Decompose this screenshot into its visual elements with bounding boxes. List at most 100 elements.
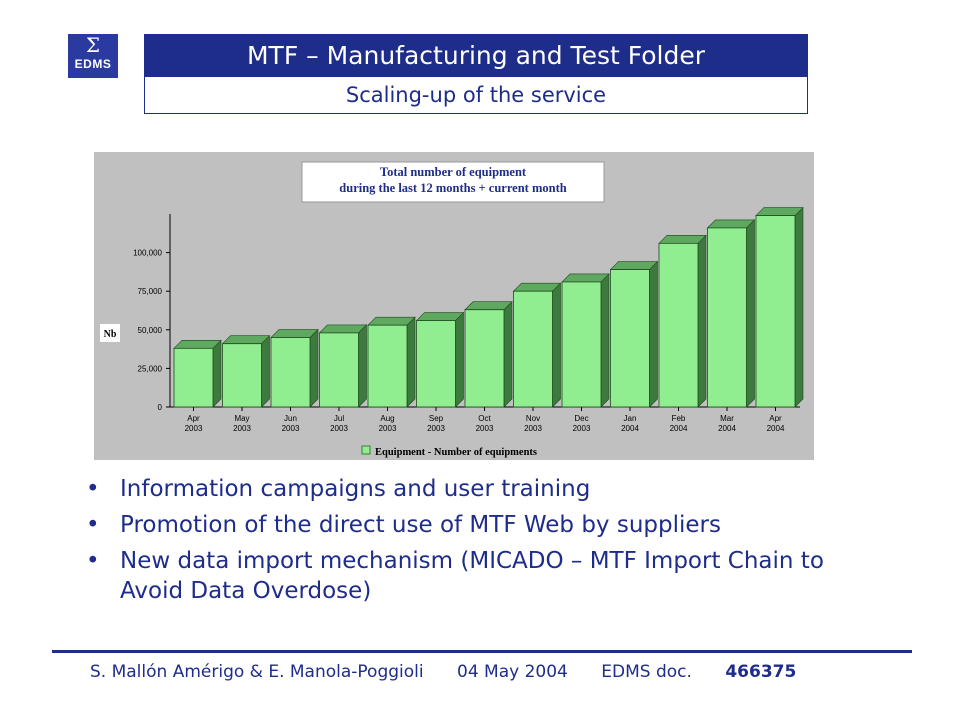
- footer-doc: EDMS doc. 466375: [601, 662, 796, 682]
- bar-top: [221, 335, 271, 344]
- x-tick-label: Jan: [624, 414, 637, 423]
- x-tick-label: 2003: [524, 424, 542, 433]
- bar: [270, 337, 311, 408]
- bar: [367, 324, 408, 408]
- bar-side: [746, 219, 755, 408]
- bullet-item: • Information campaigns and user training: [84, 474, 874, 504]
- x-tick-label: Sep: [429, 414, 444, 423]
- bar: [658, 242, 699, 408]
- bullet-item: • Promotion of the direct use of MTF Web …: [84, 510, 874, 540]
- bar-side: [406, 316, 416, 408]
- bar-top: [609, 261, 659, 270]
- slide-subtitle: Scaling-up of the service: [345, 83, 607, 107]
- bar-top: [415, 312, 465, 321]
- x-tick-label: Oct: [478, 414, 491, 423]
- bar-top: [464, 301, 513, 311]
- chart-svg: Total number of equipment during the las…: [100, 161, 804, 458]
- bar: [416, 320, 456, 408]
- bar-top: [706, 219, 756, 229]
- bullet-text: Promotion of the direct use of MTF Web b…: [120, 512, 721, 538]
- x-tick-label: Jun: [284, 414, 297, 423]
- chart-title: Total number of equipment: [380, 165, 527, 179]
- bar-top: [561, 273, 610, 283]
- equipment-chart: Total number of equipment during the las…: [94, 152, 814, 460]
- bar: [173, 347, 214, 408]
- bar-side: [261, 334, 270, 408]
- chart-subtitle: during the last 12 months + current mont…: [339, 181, 566, 195]
- bar-top: [367, 316, 416, 326]
- bar-side: [455, 311, 464, 408]
- x-tick-label: 2004: [621, 424, 639, 433]
- bar-top: [658, 235, 707, 244]
- x-tick-label: Feb: [672, 414, 686, 423]
- x-tick-label: 2004: [767, 424, 785, 433]
- edms-logo: Σ EDMS: [68, 34, 118, 78]
- bullet-dot-icon: •: [86, 548, 100, 574]
- legend-label: Equipment - Number of equipments: [375, 447, 537, 458]
- legend-swatch: [361, 445, 371, 455]
- title-box: MTF – Manufacturing and Test Folder Scal…: [144, 34, 808, 114]
- bar-side: [649, 260, 658, 408]
- x-tick-label: May: [234, 414, 249, 423]
- slide-title: MTF – Manufacturing and Test Folder: [145, 35, 807, 77]
- logo-text: EDMS: [74, 57, 112, 71]
- chart-title-box: [301, 161, 605, 203]
- bar-top: [318, 324, 368, 334]
- x-tick-label: Dec: [574, 414, 588, 423]
- x-tick-label: 2004: [670, 424, 688, 433]
- x-tick-label: 2003: [233, 424, 251, 433]
- x-tick-label: Mar: [720, 414, 734, 423]
- footer-authors: S. Mallón Amérigo & E. Manola-Poggioli: [90, 662, 424, 682]
- bullet-text: New data import mechanism (MICADO – MTF …: [120, 548, 824, 604]
- bullet-dot-icon: •: [86, 476, 100, 502]
- bar: [610, 269, 650, 408]
- bar: [464, 309, 505, 408]
- x-tick-label: 2003: [379, 424, 397, 433]
- y-tick-label: 75,000: [138, 287, 163, 296]
- bar-side: [697, 234, 707, 408]
- x-tick-label: 2003: [282, 424, 300, 433]
- bar: [513, 290, 553, 408]
- footer-doc-label: EDMS doc.: [601, 662, 692, 682]
- bullet-item: • New data import mechanism (MICADO – MTF…: [84, 546, 874, 606]
- bar-side: [309, 328, 319, 408]
- bullet-text: Information campaigns and user training: [120, 476, 591, 502]
- bar-top: [173, 340, 222, 349]
- x-tick-label: 2004: [718, 424, 736, 433]
- bar-side: [358, 324, 367, 408]
- bar: [755, 215, 796, 408]
- x-tick-label: 2003: [476, 424, 494, 433]
- y-tick-label: 25,000: [138, 364, 163, 373]
- x-tick-label: 2003: [427, 424, 445, 433]
- x-tick-label: Nov: [526, 414, 540, 423]
- footer: S. Mallón Amérigo & E. Manola-Poggioli 0…: [90, 660, 890, 684]
- bullet-list: • Information campaigns and user training…: [84, 474, 874, 612]
- footer-doc-number: 466375: [725, 662, 797, 682]
- footer-divider: [52, 650, 912, 653]
- y-tick-label: 100,000: [133, 249, 162, 258]
- y-tick-label: 0: [158, 403, 163, 412]
- bar-side: [503, 301, 513, 408]
- bar: [222, 343, 262, 408]
- x-tick-label: Jul: [334, 414, 344, 423]
- bar-side: [212, 339, 222, 408]
- footer-date: 04 May 2004: [457, 662, 568, 682]
- x-tick-label: 2003: [185, 424, 203, 433]
- bar-side: [794, 206, 804, 408]
- bar-top: [512, 282, 562, 292]
- bar-side: [600, 273, 610, 408]
- y-axis-label: Nb: [104, 329, 117, 340]
- bullet-dot-icon: •: [86, 512, 100, 538]
- bar-side: [552, 282, 561, 408]
- bar: [707, 227, 747, 408]
- sigma-icon: Σ: [85, 33, 101, 57]
- y-tick-label: 50,000: [138, 326, 163, 335]
- ylabel-box: [100, 324, 120, 342]
- x-tick-label: Apr: [769, 414, 782, 423]
- x-tick-label: Aug: [380, 414, 394, 423]
- bar: [319, 332, 359, 408]
- bar-top: [270, 329, 319, 338]
- x-tick-label: 2003: [330, 424, 348, 433]
- bar: [561, 281, 602, 408]
- bar-top: [755, 207, 804, 216]
